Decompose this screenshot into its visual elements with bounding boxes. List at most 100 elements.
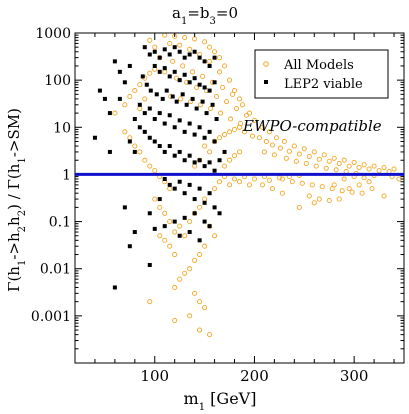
point-all-models [152,196,158,202]
point-all-models [376,168,382,174]
point-all-models [231,88,238,94]
point-all-models [217,135,223,141]
plot-frame [74,32,405,364]
point-all-models [259,182,265,188]
point-all-models [239,102,246,108]
point-all-models [197,251,203,258]
point-lep2-viable [210,102,215,107]
point-lep2-viable [212,168,217,173]
point-lep2-viable [212,80,217,85]
point-lep2-viable [192,197,197,202]
point-lep2-viable [147,106,152,111]
point-lep2-viable [107,111,112,116]
ylabel-part: ) / Γ(h [5,163,23,210]
point-lep2-viable [157,69,162,74]
point-all-models [246,182,253,188]
point-lep2-viable [180,92,185,97]
point-all-models [157,204,163,210]
point-all-models [269,142,275,148]
point-all-models [172,229,178,235]
point-all-models [202,39,208,45]
point-lep2-viable [167,74,172,79]
point-all-models [162,237,168,243]
point-lep2-viable [187,121,192,126]
x-tick-label: 100 [140,367,169,385]
point-all-models [329,186,335,192]
point-all-models [162,210,168,216]
point-lep2-viable [192,76,197,81]
point-lep2-viable [172,69,177,74]
point-all-models [391,166,397,172]
point-lep2-viable [207,88,212,93]
point-lep2-viable [177,179,182,184]
point-all-models [167,40,173,47]
point-lep2-viable [167,144,172,149]
point-lep2-viable [162,224,167,229]
point-lep2-viable [187,52,192,57]
point-lep2-viable [177,118,182,123]
point-all-models [356,182,362,188]
point-lep2-viable [112,59,117,64]
point-all-models [223,99,230,105]
point-all-models [207,149,213,155]
series-all-models [112,32,402,338]
point-lep2-viable [122,205,127,210]
point-all-models [200,73,206,79]
point-all-models [326,197,332,204]
legend-marker-lep2-viable [264,80,268,84]
point-lep2-viable [177,149,182,154]
point-lep2-viable [140,74,145,79]
point-all-models [311,149,317,155]
point-all-models [147,37,153,43]
point-all-models [381,193,387,199]
x-axis-label: m1 [GeV] [184,389,257,413]
xlabel-unit: [GeV] [205,389,256,408]
point-lep2-viable [187,153,192,158]
point-all-models [177,223,183,229]
point-all-models [192,257,198,263]
point-lep2-viable [172,153,177,158]
point-lep2-viable [122,80,127,85]
point-lep2-viable [207,191,212,196]
point-all-models [147,299,153,305]
point-all-models [233,105,240,112]
point-all-models [217,55,223,61]
point-all-models [177,276,183,282]
point-all-models [208,105,214,112]
point-lep2-viable [197,186,202,191]
point-all-models [266,129,272,135]
point-all-models [142,157,148,163]
point-all-models [236,179,243,185]
title-a: a [172,4,181,22]
point-all-models [217,179,223,185]
point-all-models [361,162,367,168]
point-lep2-viable [152,49,157,54]
point-all-models [207,223,213,229]
point-all-models [356,164,362,171]
point-lep2-viable [192,211,197,216]
point-lep2-viable [192,132,197,137]
point-all-models [167,243,173,249]
xlabel-m: m [184,389,199,408]
point-all-models [170,58,176,64]
legend-marker-all-models [263,61,269,67]
point-lep2-viable [182,72,187,77]
point-all-models [226,129,233,135]
point-all-models [369,186,375,192]
point-lep2-viable [187,182,192,187]
point-all-models [207,332,213,338]
legend-label-all-models: All Models [283,58,354,73]
axis-ticks: 100 200 300 1000 100 10 1 0.1 0.01 0.001 [31,26,404,385]
point-all-models [187,266,193,272]
point-all-models [299,180,305,186]
point-all-models [167,186,173,192]
point-all-models [194,84,200,90]
point-lep2-viable [137,125,142,130]
point-all-models [197,327,203,333]
y-tick-label: 0.001 [31,309,71,325]
y-tick-label: 10 [53,120,71,136]
point-all-models [326,158,332,164]
point-all-models [192,36,198,42]
point-lep2-viable [174,99,179,104]
point-all-models [231,126,238,132]
